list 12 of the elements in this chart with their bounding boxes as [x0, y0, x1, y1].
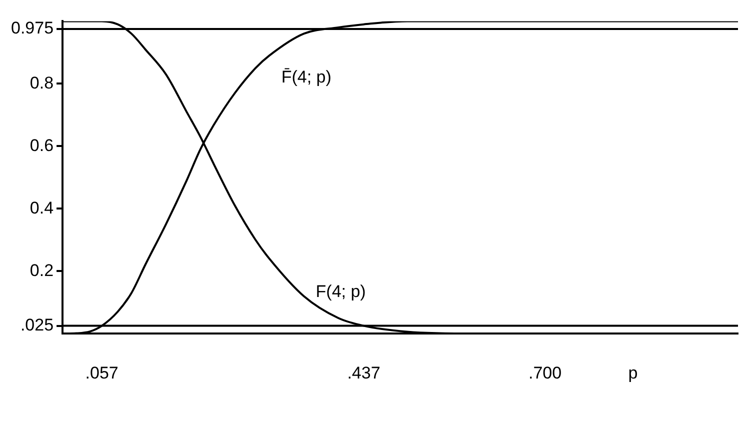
y-tick-label: 0.8 [30, 73, 54, 92]
y-tick-label: 0.6 [30, 136, 54, 155]
y-tick-label: .025 [20, 315, 54, 334]
x-axis-title: p [628, 363, 638, 382]
x-tick-label: .437 [347, 363, 380, 382]
x-tick-label: .057 [85, 363, 118, 382]
y-tick-label: 0.975 [10, 18, 54, 38]
x-tick-label: .700 [528, 363, 562, 382]
series-label: F̄(4; p) [281, 67, 332, 86]
y-tick-label: 0.4 [30, 198, 54, 218]
series-label: F(4; p) [316, 282, 366, 301]
y-tick-label: 0.2 [30, 260, 54, 280]
